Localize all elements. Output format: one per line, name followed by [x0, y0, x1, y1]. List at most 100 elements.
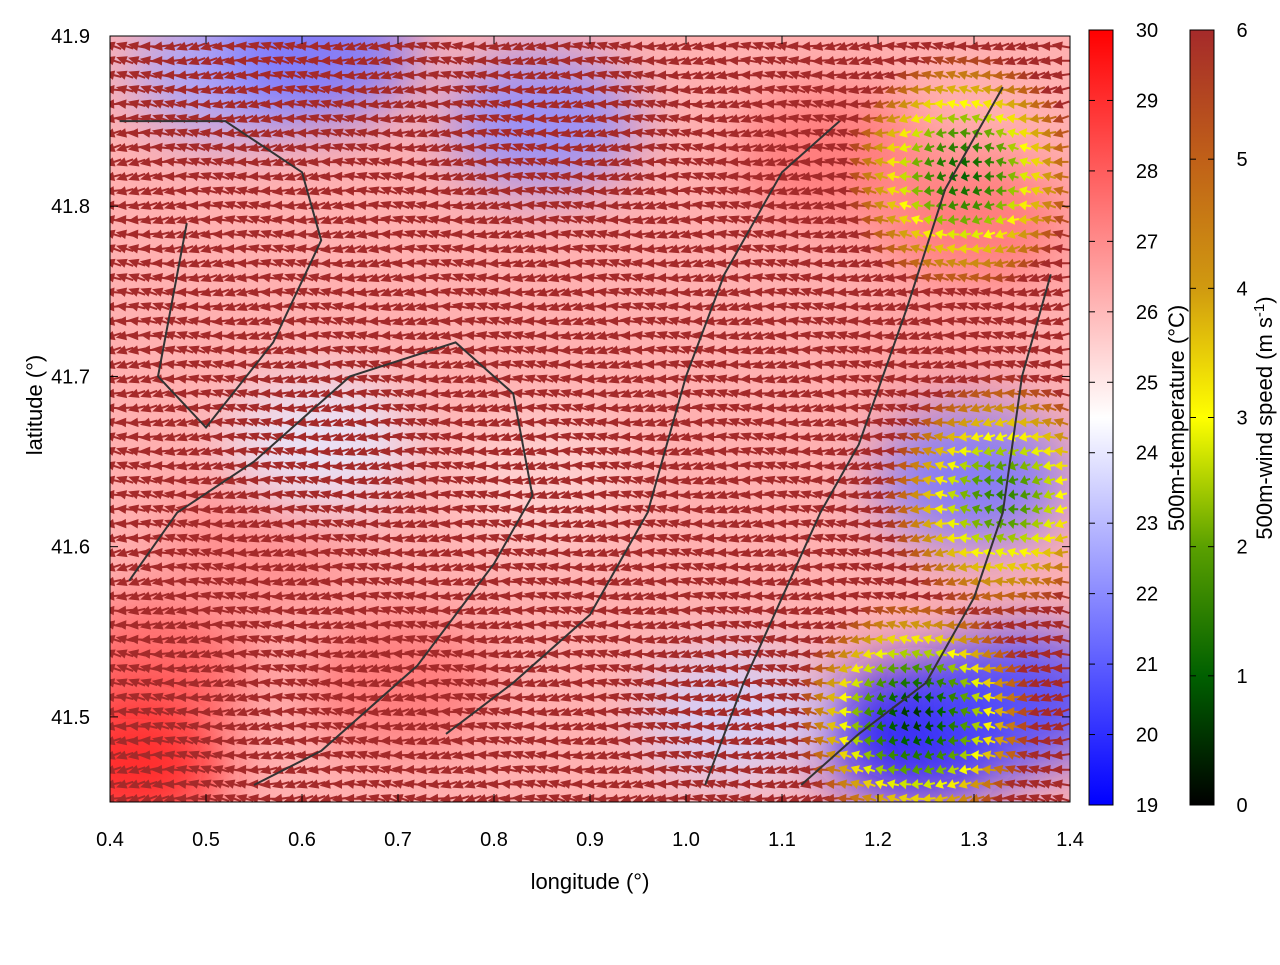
wind-arrow [308, 605, 326, 615]
wind-arrow [692, 765, 710, 775]
wind-arrow [175, 779, 194, 789]
wind-arrow [451, 649, 470, 659]
wind-arrow [355, 736, 374, 746]
wind-arrow [307, 620, 326, 630]
wind-arrow [860, 620, 877, 630]
wind-arrow [380, 606, 398, 616]
wind-arrow [284, 779, 302, 789]
wind-arrow [1039, 620, 1058, 630]
wind-arrow [187, 591, 206, 601]
wind-arrow [200, 548, 218, 558]
wind-arrow [740, 620, 758, 630]
wind-arrow [523, 692, 542, 702]
wind-arrow [836, 562, 854, 572]
y-tick-label: 41.6 [51, 537, 90, 559]
wind-arrow [679, 692, 698, 702]
wind-arrow [151, 634, 170, 644]
wind-arrow [851, 706, 863, 717]
wind-arrow [379, 620, 398, 630]
wind-arrow [728, 634, 746, 645]
wind-arrow [535, 721, 554, 731]
wind-arrow [380, 794, 398, 802]
wind-arrow [861, 634, 877, 645]
wind-arrow [367, 605, 386, 616]
wind-arrow [936, 735, 946, 746]
wind-arrow [1053, 562, 1069, 572]
wind-arrow [1004, 663, 1022, 673]
wind-arrow [284, 765, 302, 775]
wind-arrow [260, 548, 278, 558]
wind-arrow [511, 779, 530, 789]
wind-arrow [559, 649, 578, 659]
wind-arrow [992, 634, 1010, 644]
wind-arrow [283, 692, 302, 702]
wind-arrow [476, 794, 494, 802]
wind-arrow [512, 736, 530, 746]
y-tick-label: 41.9 [51, 26, 90, 48]
wind-arrow [994, 736, 1008, 746]
wind-arrow [787, 620, 806, 630]
wind-arrow [152, 794, 170, 802]
wind-arrow [899, 649, 911, 660]
wind-arrow [764, 765, 782, 775]
wind-arrow [547, 620, 566, 630]
wind-arrow [838, 706, 852, 717]
wind-arrow [838, 765, 853, 775]
wind-arrow [548, 591, 566, 601]
wind-arrow [344, 736, 362, 746]
wind-arrow [440, 765, 458, 775]
wind-arrow [837, 779, 853, 789]
wind-arrow [115, 793, 134, 802]
wind-arrow [259, 678, 278, 688]
wind-arrow [571, 649, 590, 659]
wind-speed-colorbar: 0 1 2 3 4 5 6 500m-wind speed (m s-1) [1189, 20, 1277, 817]
wind-arrow [1039, 721, 1058, 731]
wind-arrow [199, 591, 218, 601]
wind-arrow [224, 577, 242, 587]
wind-arrow [236, 794, 254, 802]
wind-arrow [319, 750, 338, 760]
wind-arrow [1029, 577, 1045, 587]
wind-arrow [715, 678, 734, 688]
wind-arrow [851, 721, 863, 732]
wind-arrow [1052, 606, 1070, 616]
wind-arrow [728, 620, 746, 630]
wind-arrow [901, 706, 910, 717]
wind-arrow [356, 779, 374, 789]
wind-arrow [981, 576, 997, 587]
wind-arrow [152, 721, 170, 731]
wind-arrow [775, 707, 794, 717]
wind-arrow [969, 648, 985, 659]
wind-arrow [139, 736, 158, 746]
wind-arrow [224, 779, 242, 789]
wind-arrow [1005, 750, 1021, 760]
wind-arrow [667, 663, 686, 673]
wind-arrow [511, 721, 530, 731]
wind-arrow [115, 634, 134, 645]
wind-arrow [247, 649, 266, 659]
wind-arrow [680, 562, 698, 572]
wind-arrow [1040, 779, 1058, 789]
wind-arrow [200, 750, 218, 760]
wind-arrow [368, 794, 386, 802]
wind-arrow [935, 779, 948, 789]
wind-arrow [873, 634, 888, 645]
wind-arrow [188, 562, 206, 572]
wind-arrow [608, 663, 626, 673]
wind-arrow [248, 721, 266, 731]
wind-arrow [716, 692, 734, 702]
wind-arrow [392, 606, 410, 615]
wind-arrow [969, 779, 985, 789]
wind-arrow [608, 649, 626, 659]
wind-arrow [343, 576, 362, 587]
wind-arrow [535, 707, 554, 717]
wind-arrow [764, 663, 782, 673]
wind-arrow [200, 577, 218, 587]
wind-arrow [283, 649, 302, 659]
wind-arrow [740, 721, 758, 731]
wind-arrow [512, 634, 530, 644]
wind-arrow [212, 779, 230, 789]
wind-arrow [271, 591, 290, 601]
wind-arrow [994, 721, 1008, 732]
wind-arrow [164, 605, 182, 615]
